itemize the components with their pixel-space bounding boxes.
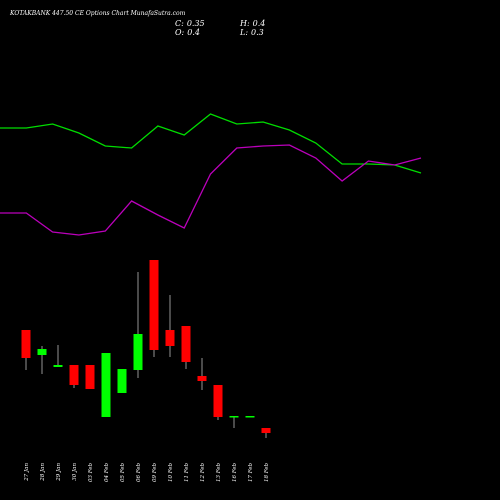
x-tick-label: 17 Feb — [248, 463, 254, 483]
ohlc-value: 0.4 — [187, 28, 200, 37]
candle-body — [133, 334, 143, 370]
candle-body — [213, 385, 223, 417]
candle-body — [85, 365, 95, 389]
x-tick-label: 28 Jan — [40, 463, 46, 482]
x-tick-label: 11 Feb — [184, 463, 190, 483]
candle-body — [245, 416, 255, 418]
x-tick-label: 06 Feb — [136, 463, 142, 483]
ohlc-label: C: — [175, 19, 184, 28]
candle-body — [229, 416, 239, 418]
x-tick-label: 04 Feb — [104, 463, 110, 483]
candle-body — [69, 365, 79, 385]
ohlc-label: H: — [239, 19, 250, 28]
x-tick-label: 05 Feb — [120, 463, 126, 483]
candle-body — [261, 428, 271, 433]
x-tick-label: 03 Feb — [88, 463, 94, 483]
ohlc-header: C: 0.35 — [175, 19, 205, 28]
x-tick-label: 16 Feb — [232, 463, 238, 483]
candle-body — [101, 353, 111, 417]
candle-body — [117, 369, 127, 393]
x-tick-label: 27 Jan — [24, 463, 30, 482]
ohlc-label: L: — [239, 28, 248, 37]
ohlc-value: 0.3 — [251, 28, 264, 37]
x-tick-label: 12 Feb — [200, 463, 206, 483]
x-tick-label: 29 Jan — [56, 463, 62, 482]
ohlc-header: H: 0.4 — [239, 19, 265, 28]
indicator-line — [0, 144, 422, 236]
x-tick-label: 09 Feb — [152, 463, 158, 483]
ohlc-label: O: — [175, 28, 185, 37]
x-tick-label: 10 Feb — [168, 463, 174, 483]
x-tick-label: 13 Feb — [216, 463, 222, 483]
candle-body — [149, 260, 159, 350]
candle-body — [197, 376, 207, 381]
candle-body — [37, 349, 47, 355]
chart-title: KOTAKBANK 447.50 CE Options Chart Munafa… — [9, 10, 186, 17]
candle-body — [21, 330, 31, 358]
candle-body — [181, 326, 191, 362]
candle-body — [165, 330, 175, 346]
ohlc-value: 0.4 — [253, 19, 266, 28]
ohlc-value: 0.35 — [187, 19, 205, 28]
ohlc-header: L: 0.3 — [239, 28, 264, 37]
ohlc-header: O: 0.4 — [175, 28, 200, 37]
x-tick-label: 30 Jan — [72, 463, 78, 481]
x-tick-label: 18 Feb — [264, 463, 270, 483]
candle-body — [53, 365, 63, 367]
indicator-line — [0, 113, 422, 174]
